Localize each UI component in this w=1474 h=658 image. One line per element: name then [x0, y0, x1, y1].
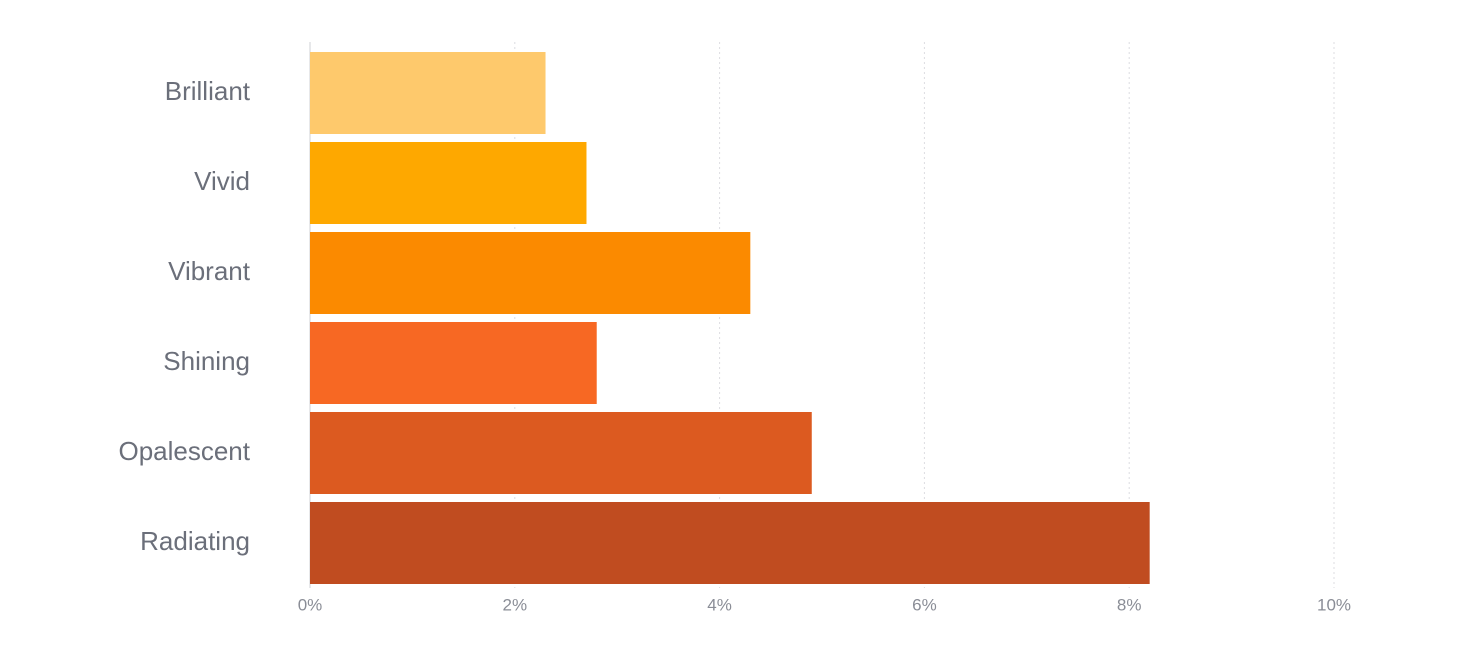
y-tick-label: Shining	[163, 346, 250, 376]
y-tick-label: Opalescent	[118, 436, 250, 466]
x-tick-label: 6%	[912, 595, 937, 614]
x-tick-label: 10%	[1317, 595, 1351, 614]
bar	[310, 232, 751, 314]
y-tick-label: Radiating	[140, 526, 250, 556]
x-tick-label: 2%	[503, 595, 528, 614]
y-tick-label: Brilliant	[165, 76, 251, 106]
x-tick-label: 4%	[707, 595, 732, 614]
bar	[310, 502, 1150, 584]
bar	[310, 142, 587, 224]
bar	[310, 322, 597, 404]
x-tick-label: 8%	[1117, 595, 1142, 614]
y-tick-label: Vibrant	[168, 256, 251, 286]
bar	[310, 52, 546, 134]
bar	[310, 412, 812, 494]
y-tick-label: Vivid	[194, 166, 250, 196]
x-tick-label: 0%	[298, 595, 323, 614]
